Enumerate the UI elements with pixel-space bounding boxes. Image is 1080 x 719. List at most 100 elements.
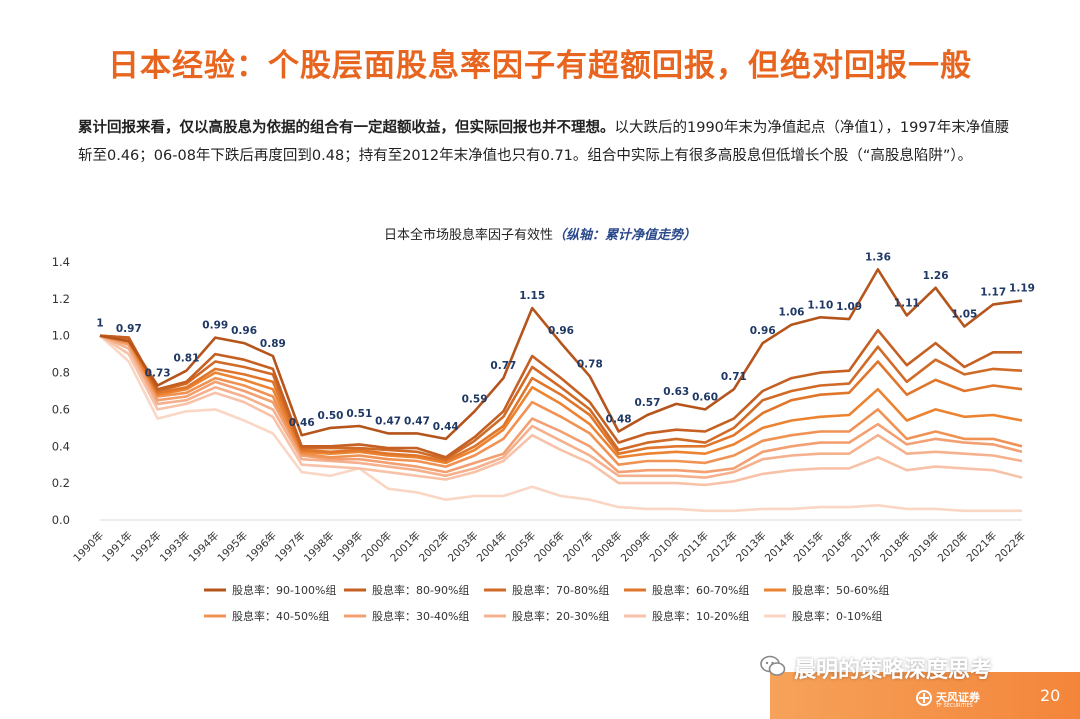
x-tick-label: 2018年 <box>877 529 913 565</box>
logo-subtext: TF SECURITIES <box>936 703 973 709</box>
data-label: 0.59 <box>462 393 488 405</box>
data-label: 0.99 <box>202 320 228 332</box>
x-tick-label: 2005年 <box>503 529 539 565</box>
x-tick-label: 1990年 <box>71 529 107 565</box>
legend-label: 股息率：0-10%组 <box>792 609 882 623</box>
x-tick-label: 2007年 <box>560 529 596 565</box>
x-tick-label: 1996年 <box>243 529 279 565</box>
data-label: 0.44 <box>433 421 459 433</box>
page-number: 20 <box>1040 686 1061 705</box>
data-label: 0.77 <box>490 360 516 372</box>
data-label: 0.97 <box>116 323 142 335</box>
x-tick-label: 1993年 <box>157 529 193 565</box>
x-tick-label: 2006年 <box>532 529 568 565</box>
y-tick-label: 0.8 <box>52 366 70 380</box>
data-label: 0.73 <box>145 367 171 379</box>
data-label: 0.46 <box>289 417 315 429</box>
series-line <box>99 328 1022 459</box>
data-label: 1.06 <box>779 307 805 319</box>
x-tick-label: 2011年 <box>676 529 712 565</box>
data-label: 0.50 <box>318 410 344 422</box>
data-label: 0.63 <box>663 386 689 398</box>
data-label: 0.96 <box>231 325 257 337</box>
x-tick-label: 1991年 <box>99 529 135 565</box>
wechat-icon <box>760 655 786 676</box>
series-line <box>99 334 1023 463</box>
legend-label: 股息率：90-100%组 <box>232 583 336 597</box>
data-label: 0.47 <box>375 415 401 427</box>
intro-text: 以大跌后的1990年末为净值起点（净值1），1997年末净值腰斩至0.46；06… <box>78 120 1010 164</box>
data-label: 1.26 <box>923 270 949 282</box>
data-label: 1.36 <box>865 251 891 263</box>
data-label: 1.05 <box>951 309 977 321</box>
intro-paragraph: 累计回报来看，仅以高股息为依据的组合有一定超额收益，但实际回报也并不理想。以大跌… <box>78 114 1013 170</box>
x-tick-label: 1997年 <box>272 529 308 565</box>
data-label: 0.60 <box>692 391 718 403</box>
data-label: 0.71 <box>721 371 747 383</box>
y-tick-label: 0.0 <box>52 513 70 527</box>
footer-left <box>0 672 770 719</box>
intro-bold-text: 累计回报来看，仅以高股息为依据的组合有一定超额收益，但实际回报也并不理想。 <box>78 120 615 136</box>
y-tick-label: 0.4 <box>52 439 70 453</box>
data-label: 1.09 <box>836 301 862 313</box>
x-tick-label: 2019年 <box>906 529 942 565</box>
data-label: 0.81 <box>173 353 199 365</box>
x-tick-label: 2013年 <box>733 529 769 565</box>
data-label: 1 <box>96 318 103 330</box>
series-line <box>99 268 1023 441</box>
data-label: 1.19 <box>1009 283 1035 295</box>
legend-label: 股息率：50-60%组 <box>792 583 889 597</box>
x-tick-label: 2010年 <box>647 529 683 565</box>
y-tick-label: 1.2 <box>52 292 70 306</box>
chart-title: 日本全市场股息率因子有效性（纵轴：累计净值走势） <box>0 224 1080 243</box>
page-title: 日本经验：个股层面股息率因子有超额回报，但绝对回报一般 <box>108 48 972 84</box>
x-tick-label: 2020年 <box>935 529 971 565</box>
x-tick-label: 2009年 <box>618 529 654 565</box>
x-tick-label: 2001年 <box>388 529 424 565</box>
legend-label: 股息率：10-20%组 <box>652 609 749 623</box>
x-tick-label: 2014年 <box>762 529 798 565</box>
data-label: 0.96 <box>548 325 574 337</box>
line-chart: 0.00.20.40.60.81.01.21.41990年1991年1992年1… <box>52 251 1035 623</box>
x-tick-label: 2008年 <box>589 529 625 565</box>
legend-label: 股息率：20-30%组 <box>512 609 609 623</box>
legend-label: 股息率：70-80%组 <box>512 583 609 597</box>
series-line <box>99 334 1023 479</box>
series-line <box>99 334 1022 513</box>
x-tick-label: 1998年 <box>301 529 337 565</box>
data-label: 0.78 <box>577 358 603 370</box>
data-label: 0.89 <box>260 338 286 350</box>
legend-label: 股息率：80-90%组 <box>372 583 469 597</box>
y-tick-label: 0.2 <box>52 476 70 490</box>
chart-subtitle: （纵轴：累计净值走势） <box>553 228 697 243</box>
x-tick-label: 2004年 <box>474 529 510 565</box>
x-tick-label: 2017年 <box>849 529 885 565</box>
series-line <box>99 334 1023 474</box>
series-line <box>99 334 1023 468</box>
x-tick-label: 2015年 <box>791 529 827 565</box>
x-tick-label: 2022年 <box>993 529 1029 565</box>
data-label: 1.11 <box>894 297 920 309</box>
logo-text: 天风证券 <box>936 691 980 704</box>
data-label: 1.10 <box>807 299 833 311</box>
x-tick-label: 2016年 <box>820 529 856 565</box>
x-tick-label: 1992年 <box>128 529 164 565</box>
x-tick-label: 1995年 <box>215 529 251 565</box>
data-label: 0.57 <box>634 397 660 409</box>
x-tick-label: 2002年 <box>416 529 452 565</box>
x-tick-label: 2012年 <box>704 529 740 565</box>
legend-label: 股息率：30-40%组 <box>372 609 469 623</box>
legend-label: 股息率：60-70%组 <box>652 583 749 597</box>
chart-title-main: 日本全市场股息率因子有效性 <box>383 228 553 243</box>
series-line <box>99 334 1023 487</box>
x-tick-label: 1999年 <box>330 529 366 565</box>
data-label: 0.51 <box>346 408 372 420</box>
series-line <box>99 334 1023 465</box>
data-label: 0.47 <box>404 415 430 427</box>
y-tick-label: 1.4 <box>52 255 70 269</box>
y-tick-label: 0.6 <box>52 402 70 416</box>
series-line <box>99 334 1023 461</box>
wechat-account-name: 晨明的策略深度思考 <box>794 658 993 683</box>
data-label: 0.48 <box>606 414 632 426</box>
data-label: 1.17 <box>980 286 1006 298</box>
